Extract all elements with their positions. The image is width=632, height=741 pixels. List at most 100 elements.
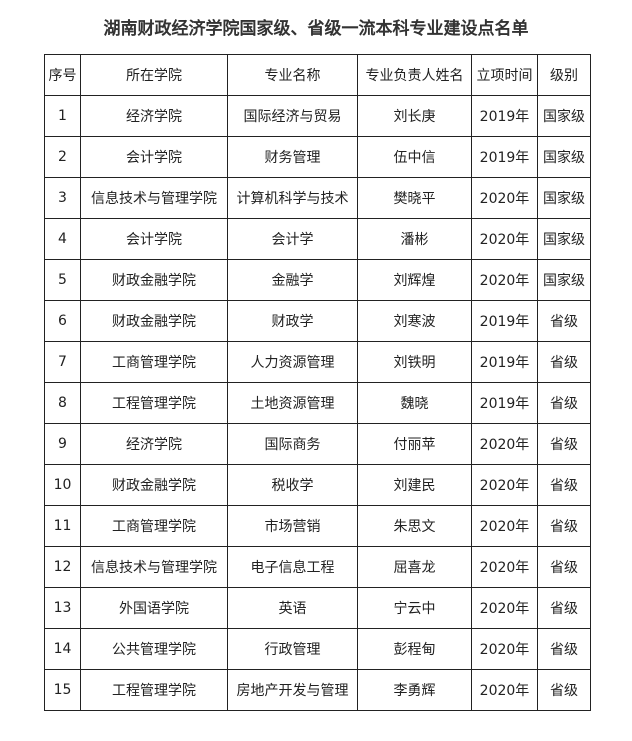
- cell-col-college: 财政金融学院: [80, 464, 228, 506]
- cell-col-index: 15: [44, 669, 81, 711]
- cell-col-major: 房地产开发与管理: [227, 669, 358, 711]
- header-col-leader: 专业负责人姓名: [357, 54, 472, 96]
- cell-col-year: 2019年: [471, 136, 538, 178]
- cell-col-college: 经济学院: [80, 423, 228, 465]
- cell-col-leader: 屈喜龙: [357, 546, 472, 588]
- table-row: 2 会计学院 财务管理 伍中信 2019年 国家级: [44, 136, 591, 178]
- table-row: 14 公共管理学院 行政管理 彭程甸 2020年 省级: [44, 628, 591, 670]
- cell-col-college: 财政金融学院: [80, 259, 228, 301]
- cell-col-index: 6: [44, 300, 81, 342]
- table-row: 12 信息技术与管理学院 电子信息工程 屈喜龙 2020年 省级: [44, 546, 591, 588]
- table-row: 8 工程管理学院 土地资源管理 魏晓 2019年 省级: [44, 382, 591, 424]
- cell-col-leader: 宁云中: [357, 587, 472, 629]
- table-row: 11 工商管理学院 市场营销 朱思文 2020年 省级: [44, 505, 591, 547]
- cell-col-leader: 付丽苹: [357, 423, 472, 465]
- cell-col-leader: 刘长庚: [357, 95, 472, 137]
- cell-col-level: 省级: [537, 628, 591, 670]
- cell-col-college: 信息技术与管理学院: [80, 546, 228, 588]
- header-col-level: 级别: [537, 54, 591, 96]
- cell-col-year: 2020年: [471, 505, 538, 547]
- cell-col-major: 计算机科学与技术: [227, 177, 358, 219]
- cell-col-college: 经济学院: [80, 95, 228, 137]
- cell-col-index: 3: [44, 177, 81, 219]
- cell-col-year: 2019年: [471, 95, 538, 137]
- cell-col-level: 国家级: [537, 177, 591, 219]
- cell-col-year: 2020年: [471, 464, 538, 506]
- table-header: 序号 所在学院 专业名称 专业负责人姓名 立项时间 级别: [44, 54, 591, 96]
- cell-col-index: 2: [44, 136, 81, 178]
- cell-col-level: 省级: [537, 464, 591, 506]
- table-row: 15 工程管理学院 房地产开发与管理 李勇辉 2020年 省级: [44, 669, 591, 711]
- cell-col-year: 2020年: [471, 587, 538, 629]
- cell-col-major: 财务管理: [227, 136, 358, 178]
- cell-col-leader: 伍中信: [357, 136, 472, 178]
- header-col-major: 专业名称: [227, 54, 358, 96]
- cell-col-college: 财政金融学院: [80, 300, 228, 342]
- cell-col-year: 2020年: [471, 423, 538, 465]
- header-col-index: 序号: [44, 54, 81, 96]
- cell-col-leader: 潘彬: [357, 218, 472, 260]
- cell-col-college: 会计学院: [80, 218, 228, 260]
- cell-col-college: 信息技术与管理学院: [80, 177, 228, 219]
- cell-col-index: 9: [44, 423, 81, 465]
- cell-col-major: 人力资源管理: [227, 341, 358, 383]
- list-table: 序号 所在学院 专业名称 专业负责人姓名 立项时间 级别 1 经济学院 国际经济与贸易 刘长庚 2…: [44, 54, 591, 711]
- cell-col-major: 国际商务: [227, 423, 358, 465]
- cell-col-major: 英语: [227, 587, 358, 629]
- cell-col-year: 2020年: [471, 177, 538, 219]
- cell-col-major: 行政管理: [227, 628, 358, 670]
- cell-col-college: 工程管理学院: [80, 382, 228, 424]
- cell-col-college: 工商管理学院: [80, 505, 228, 547]
- cell-col-major: 金融学: [227, 259, 358, 301]
- cell-col-level: 国家级: [537, 136, 591, 178]
- cell-col-level: 国家级: [537, 218, 591, 260]
- cell-col-index: 11: [44, 505, 81, 547]
- cell-col-level: 国家级: [537, 259, 591, 301]
- cell-col-index: 7: [44, 341, 81, 383]
- cell-col-year: 2020年: [471, 259, 538, 301]
- cell-col-year: 2019年: [471, 300, 538, 342]
- cell-col-year: 2020年: [471, 628, 538, 670]
- cell-col-major: 国际经济与贸易: [227, 95, 358, 137]
- cell-col-leader: 李勇辉: [357, 669, 472, 711]
- cell-col-major: 电子信息工程: [227, 546, 358, 588]
- table-row: 5 财政金融学院 金融学 刘辉煌 2020年 国家级: [44, 259, 591, 301]
- cell-col-leader: 樊晓平: [357, 177, 472, 219]
- cell-col-index: 14: [44, 628, 81, 670]
- cell-col-college: 会计学院: [80, 136, 228, 178]
- table-row: 7 工商管理学院 人力资源管理 刘铁明 2019年 省级: [44, 341, 591, 383]
- header-col-college: 所在学院: [80, 54, 228, 96]
- cell-col-index: 1: [44, 95, 81, 137]
- cell-col-index: 12: [44, 546, 81, 588]
- cell-col-college: 工商管理学院: [80, 341, 228, 383]
- cell-col-major: 会计学: [227, 218, 358, 260]
- cell-col-index: 10: [44, 464, 81, 506]
- cell-col-year: 2020年: [471, 669, 538, 711]
- table-row: 1 经济学院 国际经济与贸易 刘长庚 2019年 国家级: [44, 95, 591, 137]
- table-row: 6 财政金融学院 财政学 刘寒波 2019年 省级: [44, 300, 591, 342]
- cell-col-level: 省级: [537, 505, 591, 547]
- cell-col-level: 国家级: [537, 95, 591, 137]
- table-row: 4 会计学院 会计学 潘彬 2020年 国家级: [44, 218, 591, 260]
- cell-col-college: 外国语学院: [80, 587, 228, 629]
- table-row: 3 信息技术与管理学院 计算机科学与技术 樊晓平 2020年 国家级: [44, 177, 591, 219]
- cell-col-year: 2020年: [471, 218, 538, 260]
- cell-col-leader: 刘建民: [357, 464, 472, 506]
- page-title: 湖南财政经济学院国家级、省级一流本科专业建设点名单: [103, 19, 529, 39]
- cell-col-index: 5: [44, 259, 81, 301]
- cell-col-year: 2019年: [471, 341, 538, 383]
- cell-col-level: 省级: [537, 546, 591, 588]
- cell-col-major: 财政学: [227, 300, 358, 342]
- cell-col-index: 8: [44, 382, 81, 424]
- cell-col-leader: 彭程甸: [357, 628, 472, 670]
- cell-col-level: 省级: [537, 669, 591, 711]
- cell-col-level: 省级: [537, 300, 591, 342]
- cell-col-leader: 魏晓: [357, 382, 472, 424]
- cell-col-year: 2020年: [471, 546, 538, 588]
- cell-col-major: 税收学: [227, 464, 358, 506]
- cell-col-level: 省级: [537, 341, 591, 383]
- table-row: 10 财政金融学院 税收学 刘建民 2020年 省级: [44, 464, 591, 506]
- header-col-year: 立项时间: [471, 54, 538, 96]
- cell-col-leader: 刘寒波: [357, 300, 472, 342]
- cell-col-leader: 刘辉煌: [357, 259, 472, 301]
